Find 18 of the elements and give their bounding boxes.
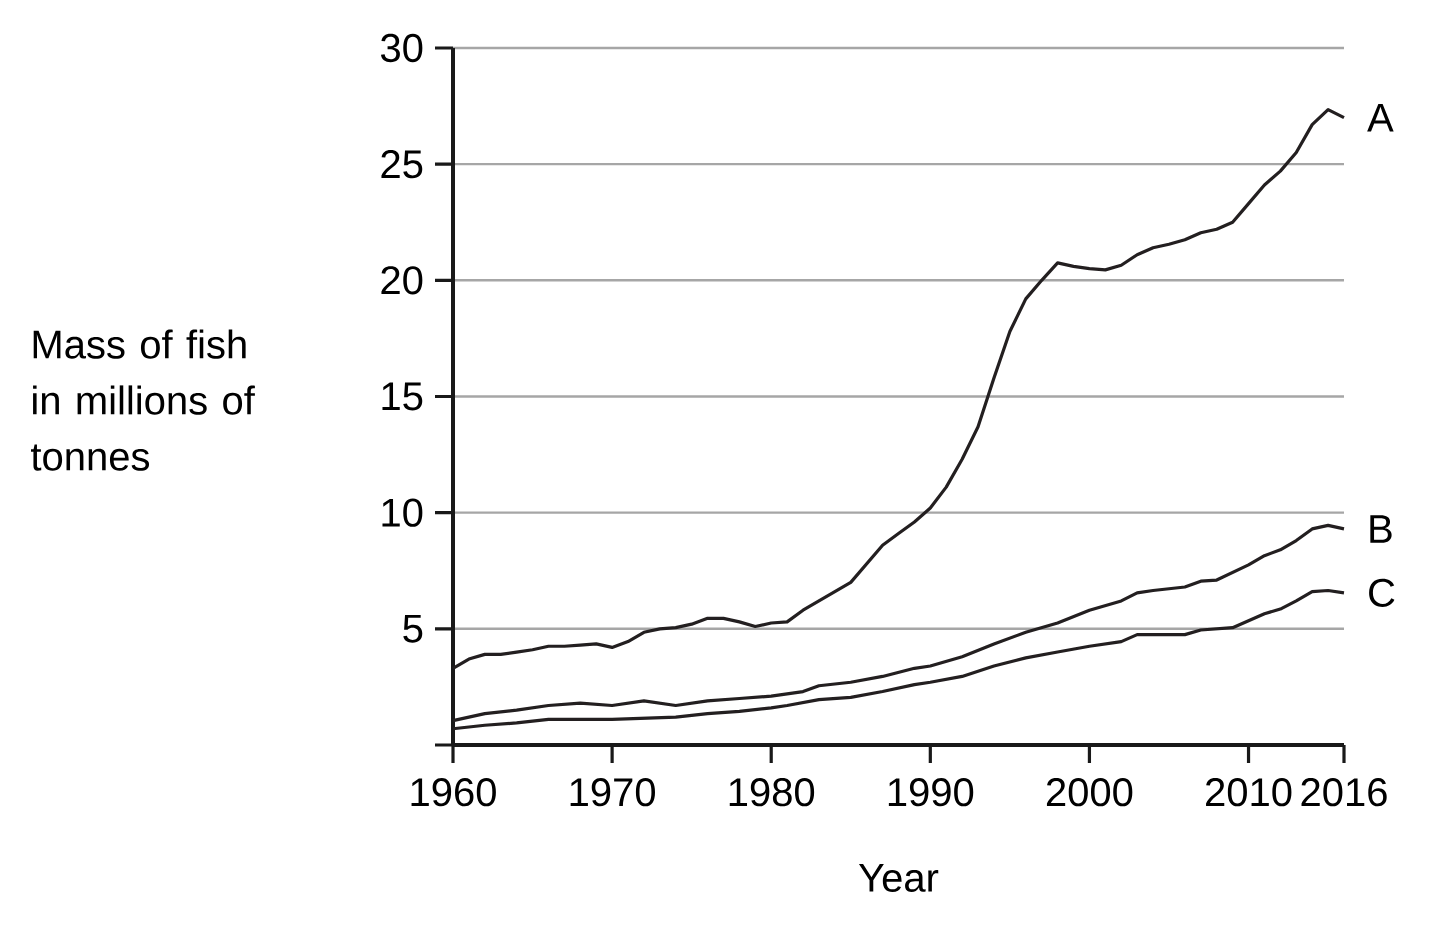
x-tick-label: 1970 bbox=[570, 778, 656, 807]
y-tick-label: 25 bbox=[381, 150, 423, 179]
series-label: B bbox=[1370, 515, 1392, 543]
x-tick-label: 1980 bbox=[729, 778, 815, 807]
x-axis-title: Year bbox=[858, 864, 939, 892]
y-tick-label: 10 bbox=[382, 498, 423, 527]
series-label: C bbox=[1369, 578, 1395, 607]
y-tick-label: 20 bbox=[381, 266, 423, 295]
x-tick-label: 1990 bbox=[888, 778, 974, 807]
y-tick-label: 30 bbox=[380, 33, 423, 63]
x-tick-label: 2010 bbox=[1206, 778, 1292, 807]
x-tick-label: 2000 bbox=[1046, 778, 1133, 807]
x-tick-label: 2016 bbox=[1301, 778, 1387, 807]
x-tick-label: 1960 bbox=[411, 778, 496, 807]
y-axis-title: Mass of fish in millions of tonnes bbox=[31, 329, 255, 471]
series-label: A bbox=[1367, 103, 1394, 132]
y-tick-label: 15 bbox=[382, 382, 423, 411]
y-tick-label: 5 bbox=[403, 614, 423, 643]
